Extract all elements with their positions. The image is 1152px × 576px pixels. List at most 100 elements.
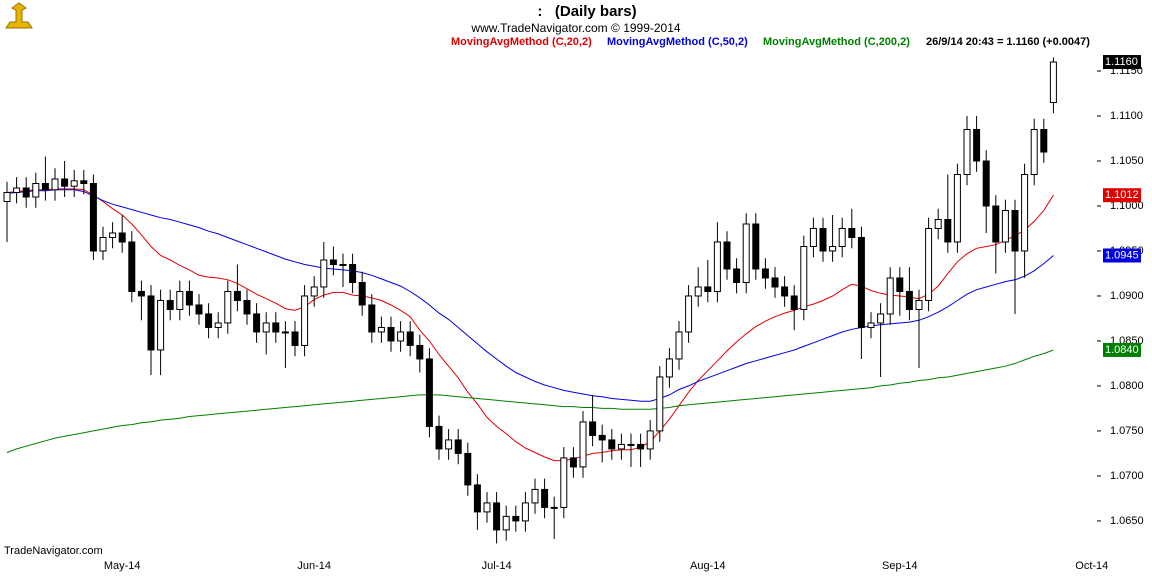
chart-subtitle: www.TradeNavigator.com © 1999-2014 <box>470 21 680 35</box>
candle-body <box>185 290 193 306</box>
candle-body <box>541 488 549 508</box>
legend-entry: MovingAvgMethod (C,20,2) <box>451 36 592 48</box>
candle-body <box>627 443 635 446</box>
candle-body <box>713 241 721 292</box>
candle-body <box>809 227 817 247</box>
candle-body <box>598 434 606 441</box>
candle-body <box>425 358 433 427</box>
candle-body <box>301 295 309 346</box>
candle-body <box>272 322 280 333</box>
source: TradeNavigator.com <box>4 545 103 557</box>
ma-line <box>6 188 1054 462</box>
candle-body <box>233 290 241 301</box>
candle-body <box>176 290 184 310</box>
candle-body <box>752 223 760 270</box>
candle-body <box>704 286 712 292</box>
candle-body <box>531 488 539 504</box>
candle-body <box>992 205 1000 243</box>
candle-body <box>905 290 913 310</box>
candle-body <box>1040 129 1048 153</box>
candle-body <box>377 326 385 333</box>
candle-body <box>953 174 961 243</box>
candle-body <box>32 183 40 198</box>
candle-body <box>89 183 97 252</box>
candle-body <box>473 484 481 513</box>
x-tick-label: Jul-14 <box>482 560 512 572</box>
y-tick-label: 1.1000 <box>1110 200 1144 212</box>
candle-body <box>723 241 731 270</box>
candle-body <box>973 129 981 162</box>
candle-body <box>291 331 299 346</box>
last-value-box <box>1103 342 1141 357</box>
candle-body <box>99 236 107 252</box>
candle-body <box>608 439 616 450</box>
candle-body <box>253 313 261 333</box>
candle-body <box>857 236 865 328</box>
candle-body <box>771 277 779 288</box>
legend-entry: MovingAvgMethod (C,200,2) <box>763 36 910 48</box>
y-tick-label: 1.1100 <box>1110 110 1143 122</box>
x-tick-label: Oct-14 <box>1075 560 1108 572</box>
candle-body <box>790 295 798 310</box>
x-tick-label: May-14 <box>104 560 141 572</box>
candle-body <box>147 295 155 351</box>
candle-body <box>224 290 232 324</box>
y-tick-label: 1.0650 <box>1110 515 1144 527</box>
candle-body <box>435 425 443 450</box>
candle-body <box>675 331 683 360</box>
candle-body <box>493 502 501 531</box>
y-tick-label: 1.0700 <box>1110 470 1144 482</box>
candle-body <box>310 286 318 297</box>
candle-body <box>3 192 11 202</box>
candle-body <box>848 227 856 238</box>
candle-body <box>694 286 702 297</box>
candle-body <box>915 299 923 310</box>
last-value-box <box>1103 248 1141 263</box>
candle-body <box>368 304 376 333</box>
candle-body <box>761 268 769 279</box>
x-tick-label: Jun-14 <box>297 560 331 572</box>
candle-body <box>896 277 904 292</box>
candle-body <box>205 313 213 328</box>
candle-body <box>617 443 625 450</box>
candle-body <box>800 245 808 310</box>
candle-body <box>742 223 750 283</box>
logo <box>5 2 33 29</box>
candle-body <box>22 187 30 198</box>
candle-body <box>358 281 366 306</box>
candle-body <box>665 358 673 378</box>
last-value-label: 1.1012 <box>1105 189 1139 201</box>
candle-body <box>886 277 894 315</box>
candle-body <box>262 322 270 333</box>
candle-body <box>502 515 510 531</box>
candle-body <box>982 160 990 207</box>
y-tick-label: 1.1050 <box>1110 155 1144 167</box>
x-tick-label: Sep-14 <box>882 560 917 572</box>
candle-body <box>819 227 827 252</box>
candle-body <box>109 232 117 238</box>
candle-body <box>521 502 529 522</box>
last-value-label: 1.1160 <box>1105 56 1138 68</box>
candle-body <box>637 443 645 450</box>
candle-body <box>387 326 395 342</box>
candle-body <box>464 452 472 486</box>
candle-body <box>1049 61 1057 104</box>
candle-body <box>963 129 971 176</box>
candle-body <box>61 178 69 187</box>
candle-body <box>281 331 289 334</box>
candle-body <box>934 218 942 229</box>
candle-body <box>329 259 337 265</box>
candle-body <box>445 439 453 450</box>
candle-body <box>214 322 222 328</box>
last-value-box <box>1103 55 1141 70</box>
y-tick-label: 1.0750 <box>1110 425 1144 437</box>
candle-body <box>406 331 414 346</box>
candle-body <box>70 180 78 187</box>
chart-title: : (Daily bars) <box>537 3 636 20</box>
candle-body <box>397 331 405 342</box>
candle-body <box>829 245 837 252</box>
candle-body <box>867 322 875 328</box>
candle-body <box>512 515 520 522</box>
candle-body <box>589 421 597 436</box>
